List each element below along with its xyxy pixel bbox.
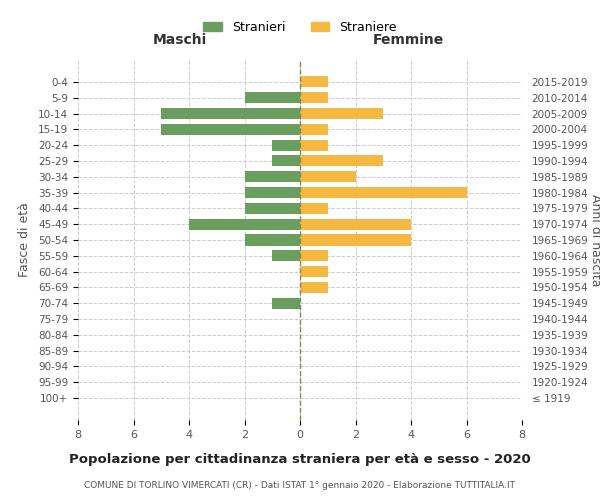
Legend: Stranieri, Straniere: Stranieri, Straniere (198, 16, 402, 39)
Bar (245, 92, 300, 103)
Text: COMUNE DI TORLINO VIMERCATI (CR) - Dati ISTAT 1° gennaio 2020 - Elaborazione TUT: COMUNE DI TORLINO VIMERCATI (CR) - Dati … (85, 480, 515, 490)
Bar (300, 124, 328, 135)
Y-axis label: Fasce di età: Fasce di età (18, 202, 31, 278)
Bar (245, 171, 300, 182)
Bar (300, 171, 355, 182)
Bar (300, 76, 328, 88)
Bar (300, 234, 411, 246)
Bar (300, 218, 411, 230)
Bar (272, 156, 300, 166)
Text: Maschi: Maschi (153, 34, 207, 48)
Bar (245, 234, 300, 246)
Bar (300, 187, 467, 198)
Bar (161, 108, 300, 119)
Bar (161, 124, 300, 135)
Bar (189, 218, 300, 230)
Bar (300, 108, 383, 119)
Bar (300, 250, 328, 262)
Bar (300, 282, 328, 293)
Bar (272, 140, 300, 150)
Bar (300, 140, 328, 150)
Text: Femmine: Femmine (373, 34, 443, 48)
Bar (300, 92, 328, 103)
Bar (272, 250, 300, 262)
Bar (272, 298, 300, 309)
Bar (245, 187, 300, 198)
Bar (245, 203, 300, 214)
Bar (300, 266, 328, 277)
Bar (300, 156, 383, 166)
Bar (300, 203, 328, 214)
Text: Popolazione per cittadinanza straniera per età e sesso - 2020: Popolazione per cittadinanza straniera p… (69, 454, 531, 466)
Y-axis label: Anni di nascita: Anni di nascita (589, 194, 600, 286)
